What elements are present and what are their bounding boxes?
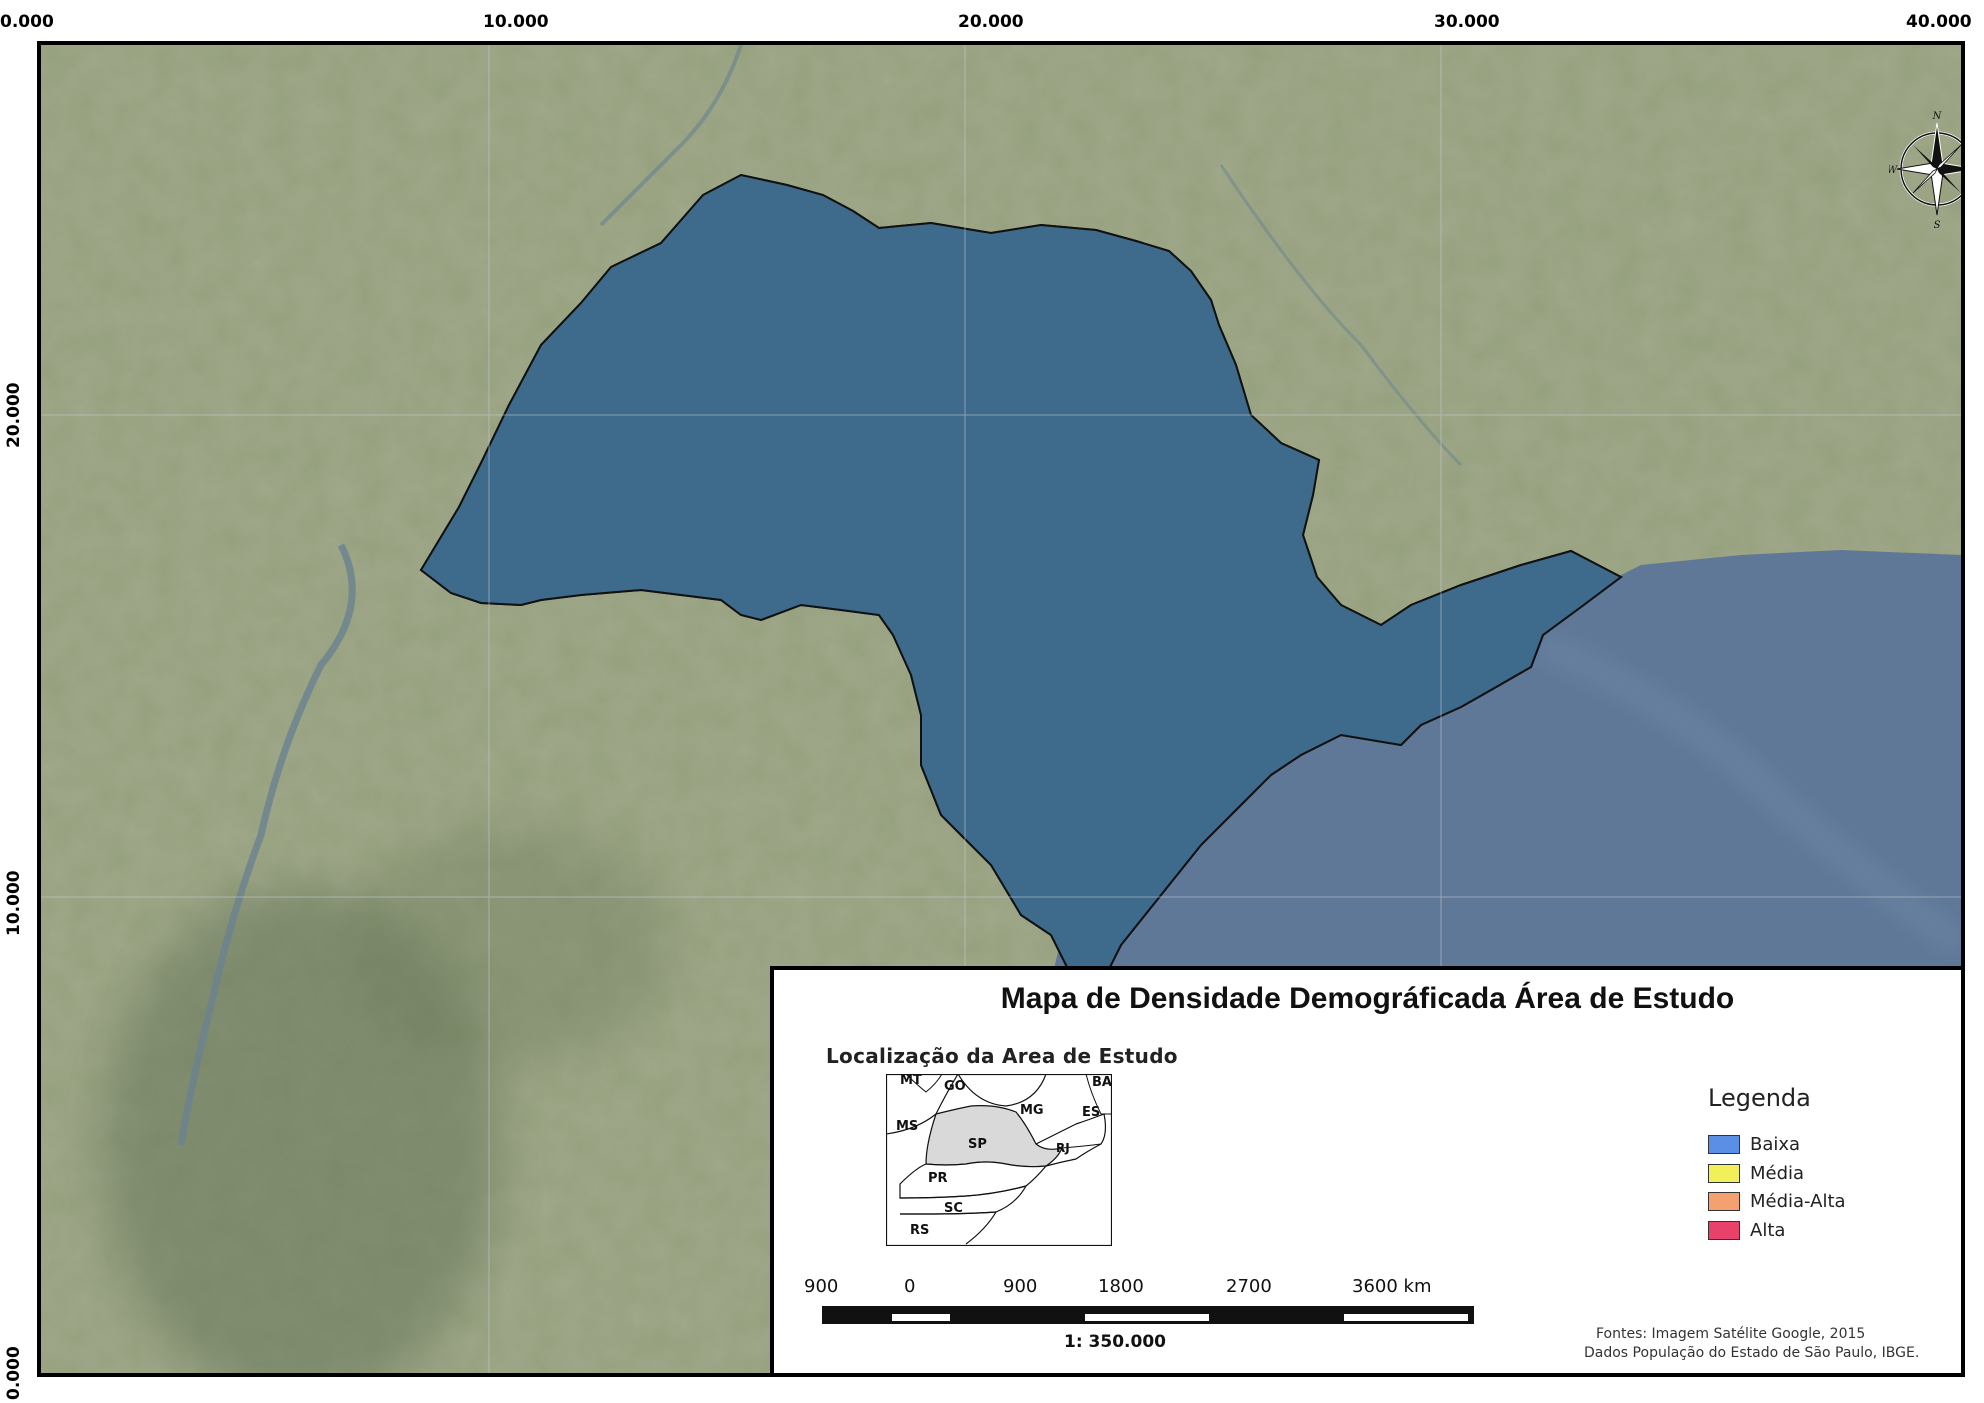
coord-top-10000: 10.000	[483, 12, 549, 32]
coord-side-0: 0.000	[4, 1346, 24, 1400]
scale-label-3600: 3600 km	[1352, 1276, 1432, 1297]
coord-top-20000: 20.000	[958, 12, 1024, 32]
locator-label-ba: BA	[1092, 1075, 1112, 1090]
ocean	[1051, 550, 1961, 1005]
locator-label-mg: MG	[1020, 1103, 1044, 1118]
parana-river	[177, 543, 356, 1146]
locator-label-mt: MT	[900, 1074, 922, 1088]
legend-item-alta: Alta	[1708, 1218, 1785, 1242]
scale-label-1800: 1800	[1098, 1276, 1144, 1297]
legend-item-baixa: Baixa	[1708, 1132, 1800, 1156]
locator-label-pr: PR	[928, 1171, 948, 1186]
legend-label: Baixa	[1750, 1133, 1801, 1155]
scale-bar	[822, 1306, 1474, 1324]
legend-swatch	[1708, 1191, 1740, 1211]
locator-label-go: GO	[944, 1079, 966, 1094]
sources: Fontes: Imagem Satélite Google, 2015 Dad…	[1584, 1325, 1919, 1363]
locator-label-es: ES	[1082, 1105, 1100, 1120]
coord-top-30000: 30.000	[1434, 12, 1500, 32]
locator-label-rs: RS	[910, 1223, 929, 1238]
south-letter: S	[1934, 220, 1941, 229]
coord-top-40000: 40.000	[1906, 12, 1972, 32]
scale-label-900: 900	[1003, 1276, 1038, 1297]
locator-map: MT GO BA MS MG ES SP RJ PR SC RS	[886, 1074, 1112, 1246]
legend-swatch	[1708, 1163, 1740, 1183]
compass-rose-icon: N S E W	[1889, 111, 1961, 229]
coord-side-10000: 10.000	[4, 870, 24, 936]
scale-label-2700: 2700	[1226, 1276, 1272, 1297]
locator-label-sc: SC	[944, 1201, 963, 1216]
legend-swatch	[1708, 1220, 1740, 1240]
scale-ratio: 1: 350.000	[1064, 1332, 1166, 1352]
map-title: Mapa de Densidade Demográficada Área de …	[1000, 982, 1735, 1015]
legend-label: Média	[1750, 1162, 1805, 1184]
map-info-panel: Mapa de Densidade Demográficada Área de …	[770, 966, 1965, 1377]
legend-title: Legenda	[1708, 1084, 1811, 1112]
locator-label-sp: SP	[968, 1137, 987, 1152]
coord-top-0: 0.000	[0, 12, 54, 32]
locator-title: Localização da Area de Estudo	[826, 1044, 1178, 1068]
scale-label-900-left: 900	[804, 1276, 839, 1297]
map-grid	[41, 45, 1961, 1373]
sources-line-1: Fontes: Imagem Satélite Google, 2015	[1596, 1326, 1866, 1342]
scale-label-0: 0	[904, 1276, 916, 1297]
west-letter: W	[1889, 165, 1898, 176]
locator-label-rj: RJ	[1056, 1141, 1070, 1155]
legend-item-media: Média	[1708, 1161, 1804, 1185]
legend-item-media-alta: Média-Alta	[1708, 1189, 1846, 1213]
legend-swatch	[1708, 1134, 1740, 1154]
coord-side-20000: 20.000	[4, 382, 24, 448]
sources-line-2: Dados População do Estado de São Paulo, …	[1584, 1345, 1920, 1361]
north-letter: N	[1932, 111, 1943, 122]
legend-label: Alta	[1750, 1219, 1786, 1241]
locator-label-ms: MS	[896, 1119, 918, 1134]
legend-label: Média-Alta	[1750, 1190, 1846, 1212]
